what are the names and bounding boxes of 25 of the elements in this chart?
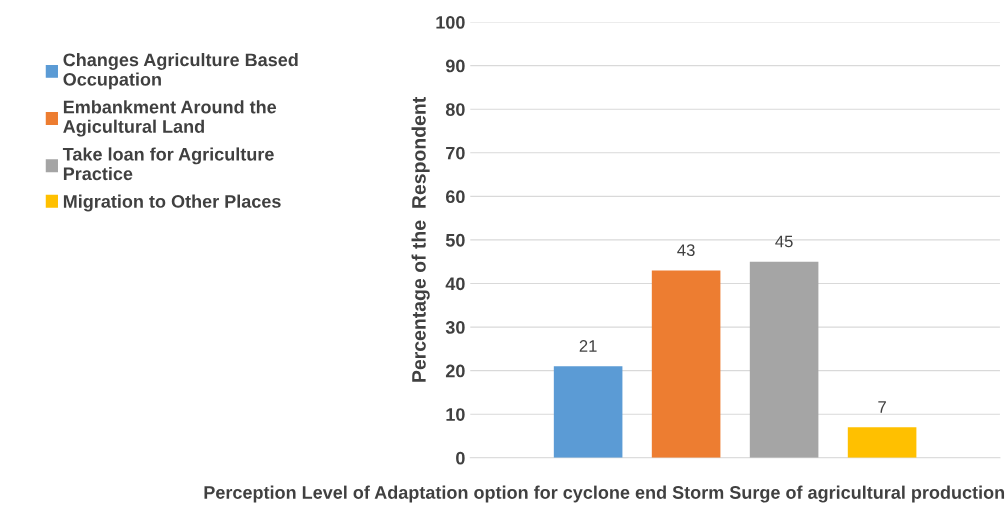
legend-label: Migration to Other Places xyxy=(63,194,281,212)
bar xyxy=(651,270,721,458)
legend-label: Embankment Around the Agicultural Land xyxy=(63,100,277,137)
y-tick-label: 30 xyxy=(445,321,465,334)
y-tick-label: 40 xyxy=(445,277,465,291)
y-tick-label: 10 xyxy=(446,408,465,421)
y-axis-title: Percentage of the Respondent xyxy=(411,97,430,382)
y-tick-label: 60 xyxy=(445,190,465,204)
y-tick-label: 50 xyxy=(445,233,465,247)
data-label: 7 xyxy=(878,401,886,413)
data-label: 45 xyxy=(775,235,793,248)
legend-label: Changes Agriculture Based Occupation xyxy=(63,53,298,90)
y-tick-label: 80 xyxy=(445,103,465,116)
y-tick-label: 20 xyxy=(445,364,465,378)
data-label: 43 xyxy=(677,244,695,257)
bar xyxy=(749,261,819,458)
y-tick-label: 90 xyxy=(445,59,465,73)
bar xyxy=(553,366,623,458)
bar xyxy=(847,427,917,458)
legend-label: Take loan for Agriculture Practice xyxy=(62,147,274,181)
data-label: 21 xyxy=(579,340,597,352)
y-tick-label: 0 xyxy=(456,451,465,465)
x-axis-title: Perception Level of Adaptation option for cyclone end Storm Surge of agricultural production xyxy=(204,485,1005,503)
y-tick-label: 100 xyxy=(436,15,465,29)
y-tick-label: 70 xyxy=(446,146,465,160)
